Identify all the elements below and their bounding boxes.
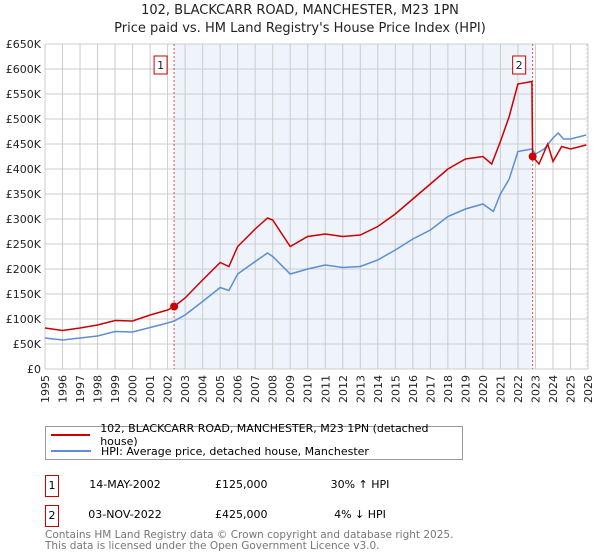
x-tick-label: 2015 bbox=[389, 375, 402, 403]
legend-swatch-red bbox=[51, 434, 91, 436]
legend-label: HPI: Average price, detached house, Manc… bbox=[101, 444, 369, 458]
y-tick-label: £0 bbox=[27, 363, 41, 376]
y-tick-label: £650K bbox=[6, 38, 42, 51]
sale-badge: 1 bbox=[45, 475, 59, 497]
y-tick-label: £400K bbox=[6, 163, 42, 176]
y-tick-label: £350K bbox=[6, 188, 42, 201]
y-tick-label: £450K bbox=[6, 138, 42, 151]
sale-badge-box bbox=[512, 55, 527, 75]
x-tick-label: 2001 bbox=[144, 375, 157, 403]
chart-subtitle: Price paid vs. HM Land Registry's House … bbox=[114, 21, 486, 36]
x-tick-label: 1998 bbox=[92, 375, 105, 403]
y-tick-label: £550K bbox=[6, 88, 42, 101]
sale-price: £125,000 bbox=[215, 478, 268, 491]
x-tick-label: 2005 bbox=[214, 375, 227, 403]
y-tick-label: £50K bbox=[13, 338, 42, 351]
x-tick-label: 2014 bbox=[372, 375, 385, 403]
x-tick-label: 2025 bbox=[564, 375, 577, 403]
y-tick-label: £150K bbox=[6, 288, 42, 301]
x-tick-label: 2026 bbox=[582, 375, 595, 403]
x-tick-label: 2006 bbox=[232, 375, 245, 403]
x-tick-label: 2002 bbox=[162, 375, 175, 403]
x-tick-label: 2010 bbox=[302, 375, 315, 403]
x-tick-label: 2009 bbox=[284, 375, 297, 403]
y-tick-label: £250K bbox=[6, 238, 42, 251]
x-tick-label: 1996 bbox=[57, 375, 70, 403]
x-tick-label: 2013 bbox=[354, 375, 367, 403]
sale-badge-box bbox=[153, 55, 168, 75]
footer-line: Contains HM Land Registry data © Crown c… bbox=[45, 529, 454, 541]
future-hatch bbox=[586, 44, 588, 369]
legend-item-property: 102, BLACKCARR ROAD, MANCHESTER, M23 1PN… bbox=[51, 422, 462, 448]
footer-line: This data is licensed under the Open Gov… bbox=[45, 540, 380, 552]
x-tick-label: 2018 bbox=[442, 375, 455, 403]
y-tick-label: £600K bbox=[6, 63, 42, 76]
x-tick-label: 2019 bbox=[459, 375, 472, 403]
x-tick-label: 2004 bbox=[197, 375, 210, 403]
legend: 102, BLACKCARR ROAD, MANCHESTER, M23 1PN… bbox=[45, 422, 463, 460]
sale-point bbox=[528, 152, 537, 161]
x-tick-label: 2016 bbox=[407, 375, 420, 403]
sale-date: 03-NOV-2022 bbox=[88, 508, 162, 521]
x-tick-label: 1997 bbox=[74, 375, 87, 403]
sale-row-1: 1 14-MAY-2002 £125,000 30% ↑ HPI bbox=[45, 475, 445, 497]
sale-badge-label: 2 bbox=[516, 59, 523, 72]
ownership-shade bbox=[174, 44, 533, 369]
sale-hpi-diff: 4% ↓ HPI bbox=[334, 508, 386, 521]
x-tick-label: 2003 bbox=[179, 375, 192, 403]
x-tick-label: 2000 bbox=[127, 375, 140, 403]
x-tick-label: 2023 bbox=[529, 375, 542, 403]
sale-price: £425,000 bbox=[215, 508, 268, 521]
legend-label: 102, BLACKCARR ROAD, MANCHESTER, M23 1PN… bbox=[100, 422, 429, 448]
y-tick-label: £300K bbox=[6, 213, 42, 226]
price-paid-line bbox=[44, 80, 587, 332]
y-tick-label: £500K bbox=[6, 113, 42, 126]
plot-area: 1995 1996 1997 1998 1999 2000 2001 2002 2003 2004… bbox=[6, 38, 595, 403]
chart-title: 102, BLACKCARR ROAD, MANCHESTER, M23 1PN bbox=[141, 3, 459, 18]
footer-attribution: Contains HM Land Registry data © Crown c… bbox=[45, 530, 453, 552]
x-tick-label: 1995 bbox=[39, 375, 52, 403]
y-tick-label: £200K bbox=[6, 263, 42, 276]
sale-date: 14-MAY-2002 bbox=[89, 478, 161, 491]
x-tick-label: 2007 bbox=[249, 375, 262, 403]
sale-point bbox=[170, 302, 179, 311]
legend-swatch-blue bbox=[51, 450, 91, 452]
x-tick-label: 2011 bbox=[319, 375, 332, 403]
y-tick-label: £100K bbox=[6, 313, 42, 326]
x-tick-label: 2021 bbox=[494, 375, 507, 403]
x-tick-label: 2020 bbox=[477, 375, 490, 403]
x-tick-label: 2024 bbox=[547, 375, 560, 403]
x-tick-label: 1999 bbox=[109, 375, 122, 403]
sale-badge-label: 1 bbox=[157, 59, 164, 72]
sale-row-2: 2 03-NOV-2022 £425,000 4% ↓ HPI bbox=[45, 505, 445, 527]
x-tick-label: 2022 bbox=[512, 375, 525, 403]
x-tick-label: 2017 bbox=[424, 375, 437, 403]
x-tick-label: 2012 bbox=[337, 375, 350, 403]
sale-hpi-diff: 30% ↑ HPI bbox=[330, 478, 390, 491]
x-tick-label: 2008 bbox=[267, 375, 280, 403]
sale-badge: 2 bbox=[45, 505, 59, 527]
legend-item-hpi: HPI: Average price, detached house, Manc… bbox=[51, 443, 369, 459]
